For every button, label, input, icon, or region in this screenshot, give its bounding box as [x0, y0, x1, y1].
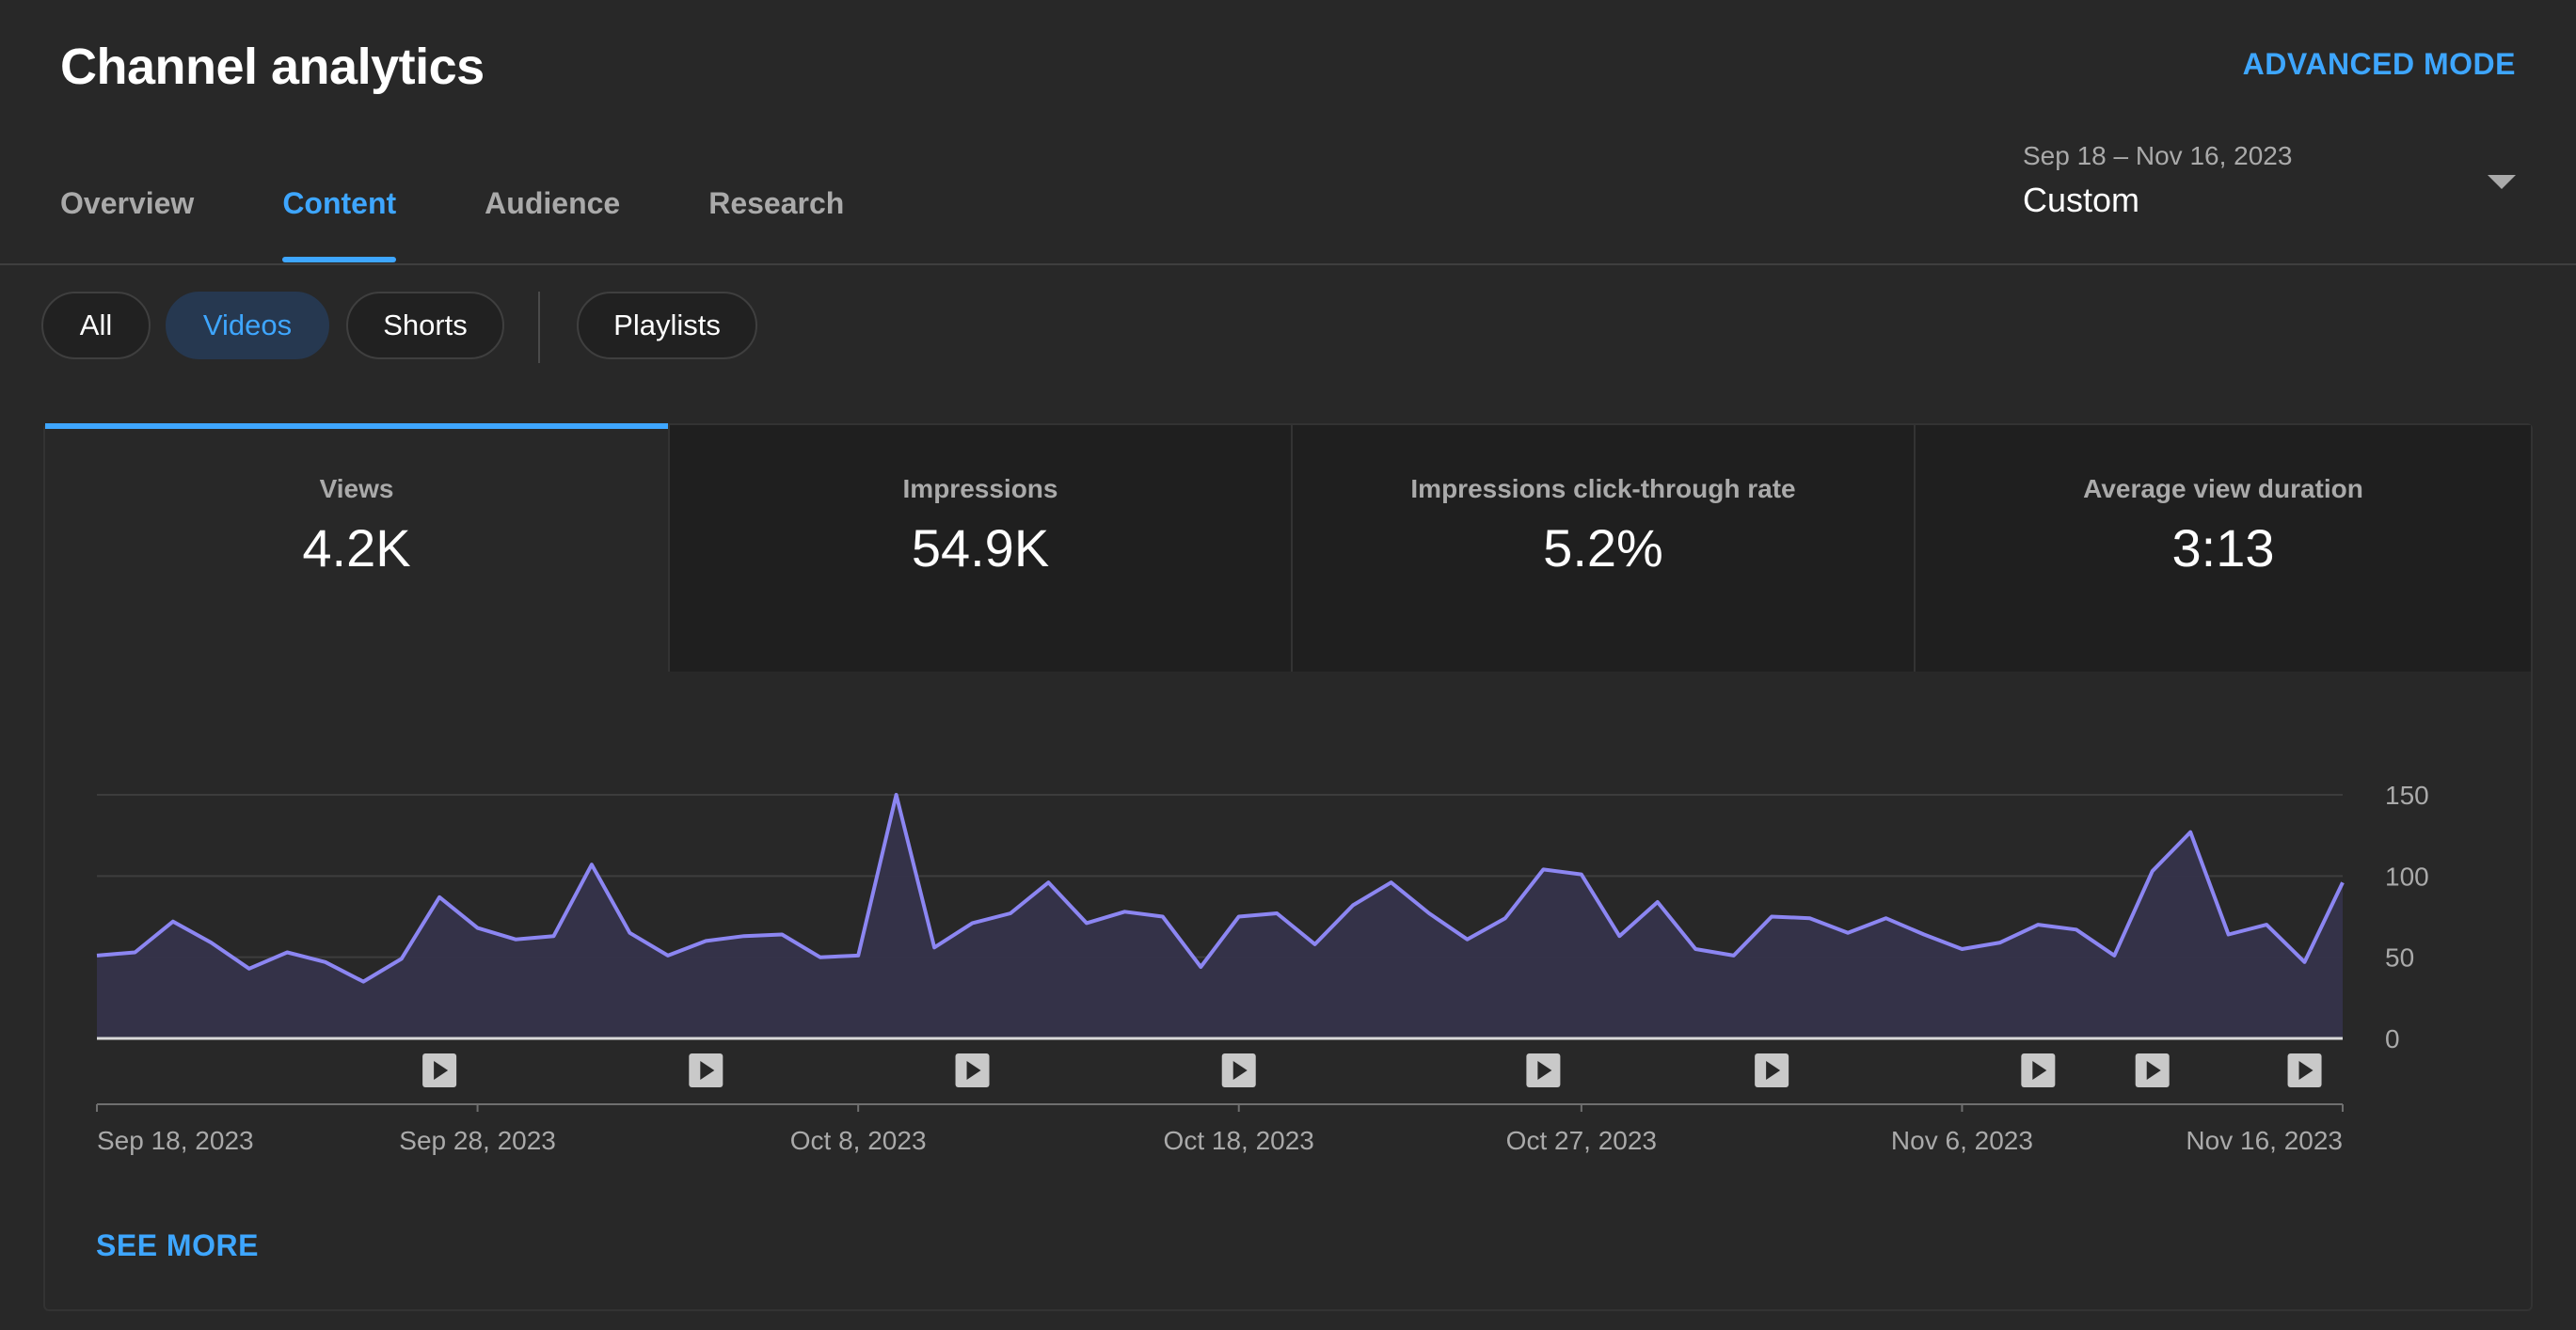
- video-marker-play-icon[interactable]: [689, 1053, 723, 1087]
- y-tick-label: 150: [2385, 781, 2429, 810]
- video-marker-play-icon[interactable]: [1222, 1053, 1256, 1087]
- y-tick-label: 50: [2385, 943, 2414, 973]
- video-marker-play-icon[interactable]: [422, 1053, 456, 1087]
- x-tick-label: Sep 18, 2023: [97, 1126, 254, 1155]
- video-marker-play-icon[interactable]: [1755, 1053, 1789, 1087]
- video-marker-play-icon[interactable]: [2288, 1053, 2322, 1087]
- y-tick-label: 0: [2385, 1024, 2400, 1053]
- y-tick-label: 100: [2385, 862, 2429, 891]
- x-tick-label: Oct 8, 2023: [790, 1126, 927, 1155]
- x-tick-label: Sep 28, 2023: [399, 1126, 556, 1155]
- x-tick-label: Nov 16, 2023: [2186, 1126, 2343, 1155]
- video-marker-play-icon[interactable]: [956, 1053, 990, 1087]
- views-area: [97, 795, 2343, 1038]
- video-marker-play-icon[interactable]: [2136, 1053, 2170, 1087]
- x-tick-label: Oct 27, 2023: [1506, 1126, 1657, 1155]
- x-tick-label: Oct 18, 2023: [1164, 1126, 1314, 1155]
- views-chart: 0 50 100 150 Sep 18, 2023 Sep 28, 2023 Oct 8, …: [0, 0, 2576, 1330]
- x-tick-label: Nov 6, 2023: [1891, 1126, 2033, 1155]
- see-more-link[interactable]: SEE MORE: [96, 1228, 259, 1263]
- video-marker-play-icon[interactable]: [2021, 1053, 2055, 1087]
- video-marker-play-icon[interactable]: [1526, 1053, 1560, 1087]
